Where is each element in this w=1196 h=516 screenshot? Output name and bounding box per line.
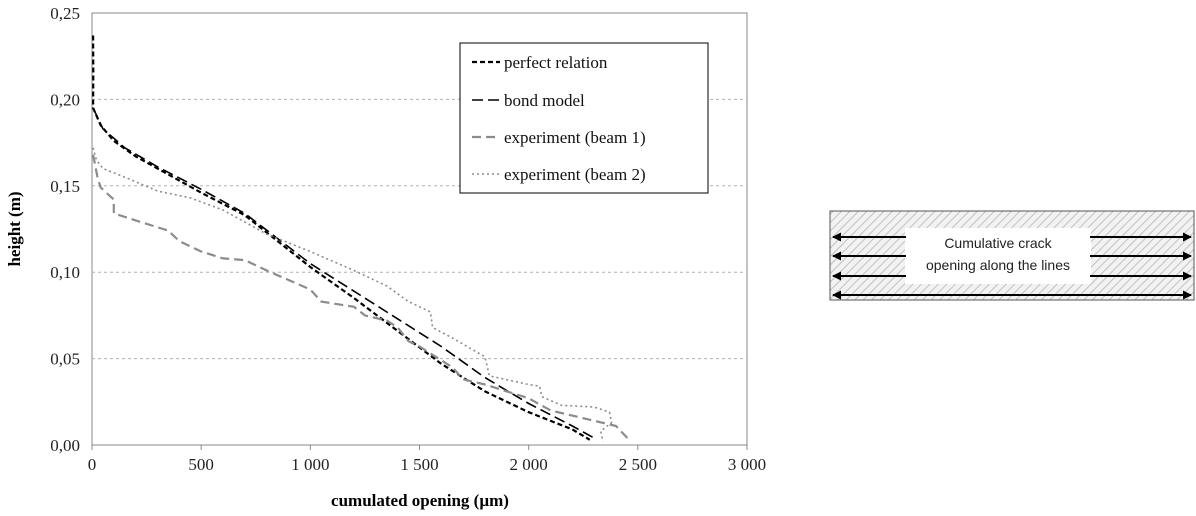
x-tick-label: 1 500 — [400, 455, 438, 474]
y-tick-label: 0,05 — [50, 350, 80, 369]
y-tick-label: 0,15 — [50, 177, 80, 196]
legend-label-experiment-beam-1: experiment (beam 1) — [504, 128, 646, 147]
inset-label-backdrop — [906, 230, 1090, 280]
legend: perfect relation bond model experiment (… — [459, 42, 709, 194]
crack-opening-schematic: Cumulative crack opening along the lines — [829, 210, 1195, 301]
y-tick-label: 0,00 — [50, 436, 80, 455]
y-tick-label: 0,20 — [50, 90, 80, 109]
y-axis-ticks: 0,00 0,05 0,10 0,15 0,20 0,25 — [50, 4, 80, 455]
x-tick-label: 2 500 — [619, 455, 657, 474]
y-tick-label: 0,10 — [50, 263, 80, 282]
series-line-experiment-beam-2 — [92, 147, 613, 442]
x-tick-label: 500 — [188, 455, 214, 474]
series-layer — [92, 35, 630, 442]
series-line-perfect-relation — [92, 35, 591, 441]
inset-label-line-1: Cumulative crack — [944, 235, 1052, 251]
x-axis-ticks: 0 500 1 000 1 500 2 000 2 500 3 000 — [88, 445, 766, 474]
x-tick-label: 2 000 — [510, 455, 548, 474]
x-axis-label: cumulated opening (µm) — [331, 491, 509, 510]
legend-box — [459, 42, 709, 194]
x-tick-label: 3 000 — [728, 455, 766, 474]
legend-label-bond-model: bond model — [504, 91, 585, 110]
legend-label-experiment-beam-2: experiment (beam 2) — [504, 165, 646, 184]
gridlines — [92, 98, 747, 360]
series-line-experiment-beam-1 — [92, 154, 630, 441]
series-line-bond-model — [92, 107, 595, 439]
y-axis-label: height (m) — [5, 191, 24, 266]
inset-label-line-2: opening along the lines — [926, 257, 1070, 273]
x-tick-label: 0 — [88, 455, 97, 474]
x-tick-label: 1 000 — [291, 455, 329, 474]
legend-label-perfect-relation: perfect relation — [504, 53, 608, 72]
y-tick-label: 0,25 — [50, 4, 80, 23]
